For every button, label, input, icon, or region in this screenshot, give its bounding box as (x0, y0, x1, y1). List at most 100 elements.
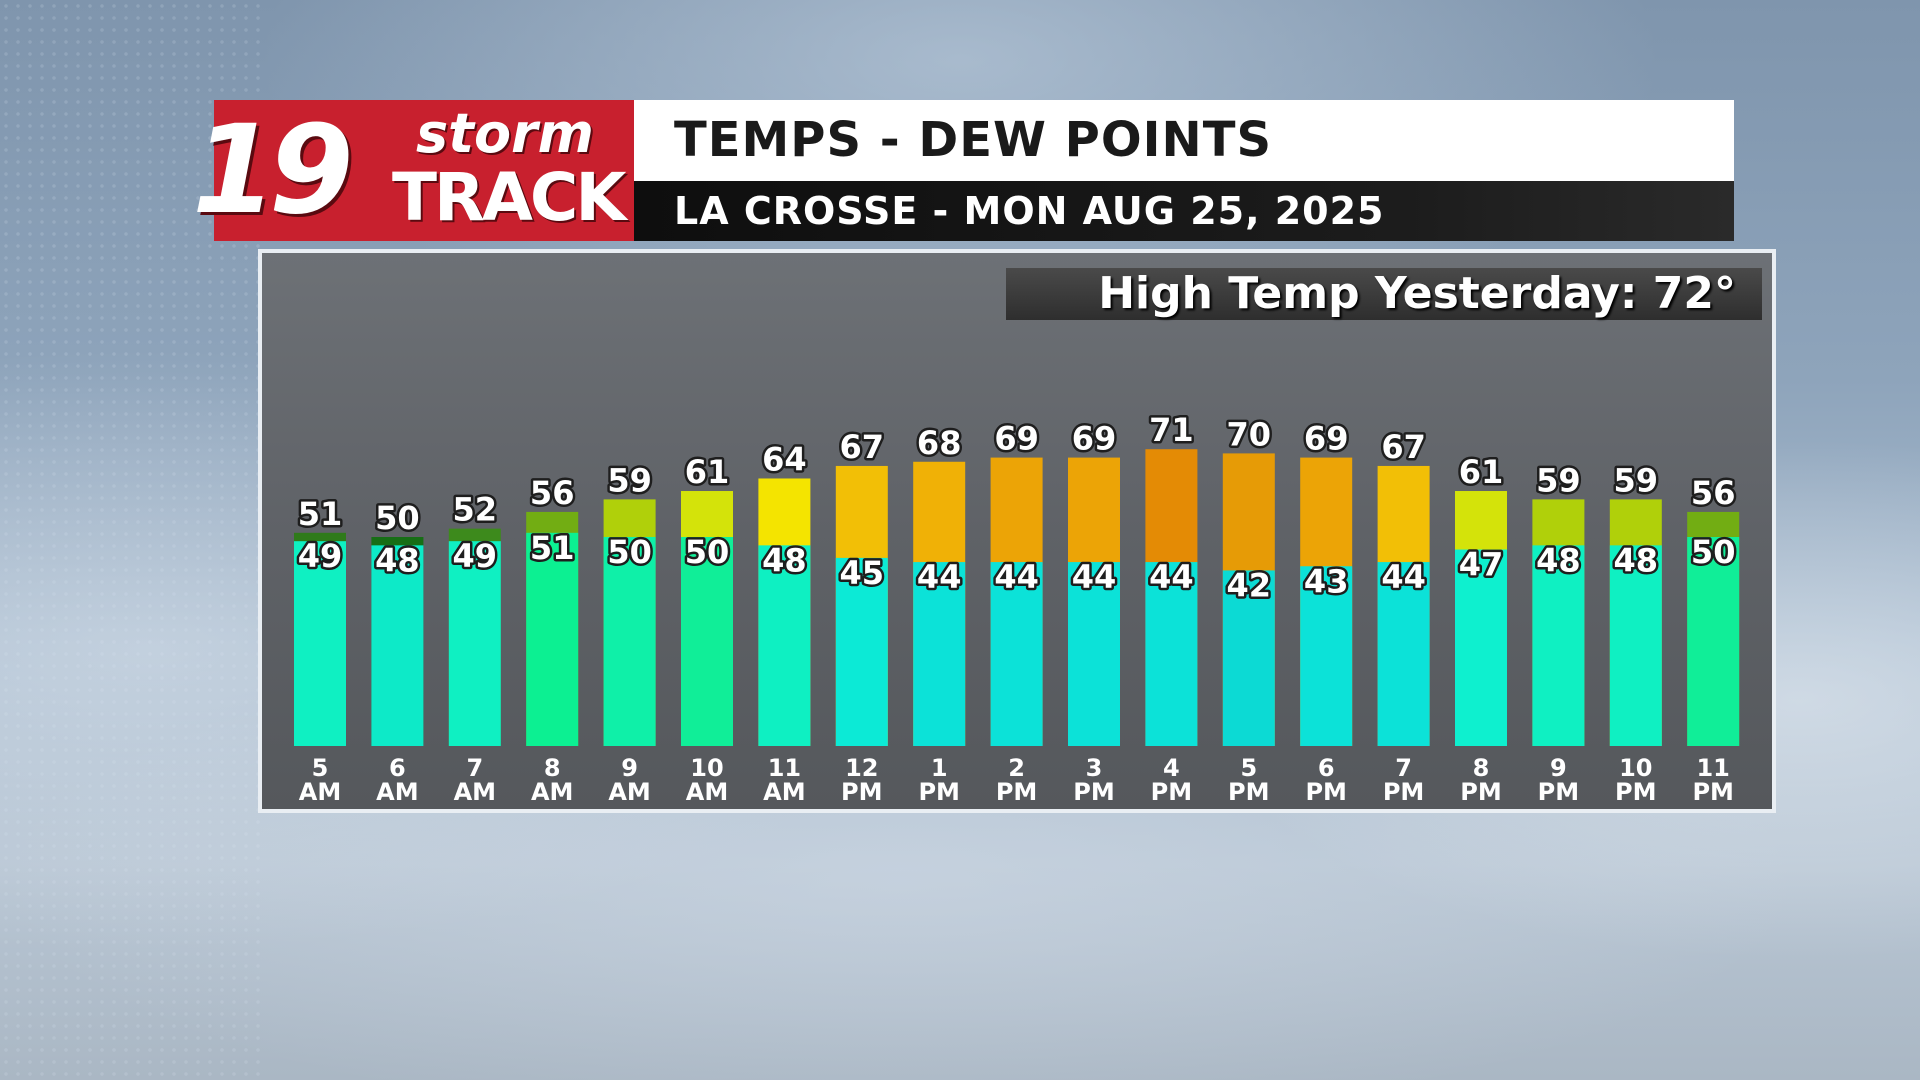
logo-track-word: TRACK (392, 159, 627, 236)
dew-value-label: 45 (840, 554, 885, 592)
title-bar: TEMPS - DEW POINTS (634, 100, 1734, 181)
x-tick-label: 5 (1240, 754, 1257, 782)
x-tick-label: 11 (768, 754, 801, 782)
dew-bar (990, 562, 1043, 746)
temp-value-label: 51 (298, 495, 343, 533)
x-tick-label: AM (531, 778, 573, 806)
dew-value-label: 51 (530, 529, 575, 567)
dew-bar (294, 541, 346, 746)
x-tick-label: PM (1460, 778, 1501, 806)
temp-value-label: 52 (453, 491, 498, 529)
x-tick-label: 7 (466, 754, 483, 782)
dew-bar (913, 562, 966, 746)
x-tick-label: 6 (389, 754, 406, 782)
temp-value-label: 59 (607, 461, 652, 499)
temp-value-label: 56 (530, 474, 575, 512)
dew-value-label: 43 (1304, 562, 1349, 600)
x-tick-label: 10 (690, 754, 723, 782)
dew-value-label: 50 (685, 533, 730, 571)
dew-value-label: 44 (1149, 558, 1194, 596)
x-tick-label: AM (376, 778, 418, 806)
temp-value-label: 69 (994, 420, 1039, 458)
x-tick-label: 8 (544, 754, 561, 782)
x-tick-label: AM (686, 778, 728, 806)
dew-value-label: 44 (1072, 558, 1117, 596)
x-tick-label: 5 (312, 754, 329, 782)
dew-bar (1300, 566, 1353, 746)
dew-value-label: 50 (1691, 533, 1736, 571)
x-tick-label: 3 (1086, 754, 1103, 782)
temp-value-label: 70 (1227, 415, 1272, 453)
dew-bar (681, 537, 733, 746)
temp-value-label: 59 (1614, 461, 1659, 499)
x-tick-label: 4 (1163, 754, 1180, 782)
dew-bar (1455, 549, 1507, 746)
dew-value-label: 42 (1227, 566, 1272, 604)
x-tick-label: PM (1151, 778, 1192, 806)
temp-value-label: 67 (840, 428, 885, 466)
temp-value-label: 67 (1381, 428, 1426, 466)
dew-bar (1068, 562, 1120, 746)
temp-value-label: 64 (762, 440, 807, 478)
high-temp-badge: High Temp Yesterday: 72° (1006, 268, 1762, 320)
dew-bar (1145, 562, 1198, 746)
page-title: TEMPS - DEW POINTS (674, 112, 1273, 168)
x-tick-label: 11 (1696, 754, 1729, 782)
dew-bar (1222, 570, 1275, 746)
x-tick-label: 8 (1473, 754, 1490, 782)
dew-value-label: 44 (1381, 558, 1426, 596)
page-subtitle: LA CROSSE - MON AUG 25, 2025 (674, 189, 1385, 233)
dew-bar (1609, 545, 1662, 746)
x-tick-label: PM (1538, 778, 1579, 806)
dew-value-label: 44 (917, 558, 962, 596)
logo-storm-word: storm (416, 102, 594, 165)
x-tick-label: PM (841, 778, 882, 806)
dew-value-label: 48 (1536, 541, 1581, 579)
temp-value-label: 61 (1459, 453, 1504, 491)
x-tick-label: PM (918, 778, 959, 806)
x-tick-label: PM (1615, 778, 1656, 806)
dew-bar (1377, 562, 1430, 746)
x-tick-label: AM (454, 778, 496, 806)
dew-bar (835, 557, 888, 746)
dew-value-label: 47 (1459, 546, 1504, 584)
x-tick-label: 2 (1008, 754, 1025, 782)
x-tick-label: PM (1073, 778, 1114, 806)
dew-bar (1532, 545, 1585, 746)
temp-value-label: 68 (917, 424, 962, 462)
logo-number: 19 (192, 99, 354, 241)
x-tick-label: AM (299, 778, 341, 806)
temp-value-label: 50 (375, 499, 420, 537)
temp-value-label: 59 (1536, 461, 1581, 499)
x-tick-label: 9 (621, 754, 638, 782)
x-tick-label: PM (1305, 778, 1346, 806)
dew-value-label: 49 (453, 537, 498, 575)
x-tick-label: 6 (1318, 754, 1335, 782)
x-tick-label: 1 (931, 754, 948, 782)
temp-value-label: 69 (1072, 420, 1117, 458)
dew-bar (371, 545, 424, 746)
dew-value-label: 48 (375, 541, 420, 579)
temp-value-label: 71 (1149, 411, 1194, 449)
dew-bar (1687, 537, 1740, 746)
x-tick-label: 7 (1395, 754, 1412, 782)
x-tick-label: 9 (1550, 754, 1567, 782)
temp-value-label: 69 (1304, 420, 1349, 458)
dew-bar (448, 541, 501, 746)
subtitle-bar: LA CROSSE - MON AUG 25, 2025 (634, 181, 1734, 241)
x-tick-label: 10 (1619, 754, 1652, 782)
dew-value-label: 48 (1614, 541, 1659, 579)
x-tick-label: PM (996, 778, 1037, 806)
x-tick-label: PM (1383, 778, 1424, 806)
x-tick-label: 12 (845, 754, 878, 782)
dew-value-label: 44 (994, 558, 1039, 596)
dew-value-label: 50 (607, 533, 652, 571)
station-logo: 19 storm TRACK (192, 100, 634, 241)
x-tick-label: AM (608, 778, 650, 806)
high-temp-text: High Temp Yesterday: 72° (1098, 268, 1736, 319)
x-tick-label: PM (1228, 778, 1269, 806)
x-tick-label: PM (1692, 778, 1733, 806)
temp-value-label: 56 (1691, 474, 1736, 512)
dew-bar (758, 545, 811, 746)
